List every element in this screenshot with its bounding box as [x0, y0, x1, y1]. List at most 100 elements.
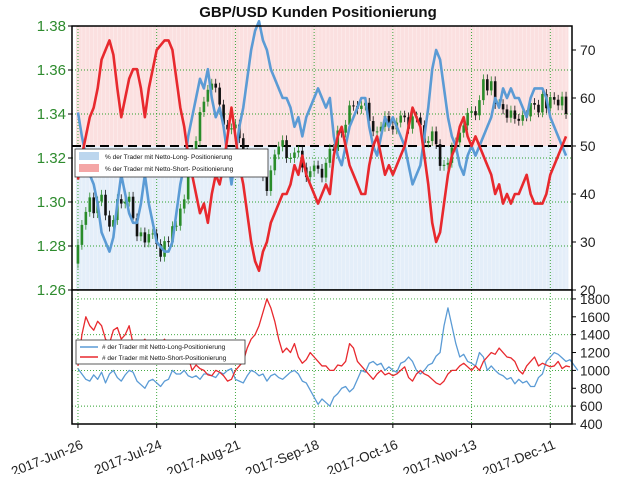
short-percent-band: [379, 26, 384, 146]
long-percent-band: [394, 146, 400, 290]
short-percent-band: [402, 26, 408, 146]
date-tick-label: 2017-Oct-16: [325, 437, 400, 474]
short-percent-band: [99, 26, 104, 146]
short-percent-band: [229, 26, 234, 146]
legend-label-long: % der Trader mit Netto-Long- Positionier…: [105, 154, 233, 161]
candle-body: [533, 103, 536, 105]
candle-body: [375, 131, 379, 133]
long-percent-band: [540, 146, 545, 290]
long-percent-band: [300, 146, 305, 290]
short-percent-band: [351, 26, 356, 146]
short-percent-band: [178, 26, 183, 146]
candle-body: [182, 199, 186, 209]
short-percent-band: [135, 26, 140, 146]
candle-body: [348, 105, 351, 125]
short-percent-band: [398, 26, 404, 146]
short-percent-band: [103, 26, 108, 146]
long-percent-band: [308, 146, 313, 290]
candle-body: [202, 101, 206, 113]
long-percent-band: [264, 146, 270, 290]
plot-frame: [71, 289, 573, 425]
candle-body: [104, 194, 107, 216]
candle-body: [324, 162, 328, 178]
long-percent-band: [296, 146, 301, 290]
long-percent-band: [418, 146, 423, 290]
candle-body: [112, 220, 115, 227]
short-percent-band: [127, 26, 132, 146]
candle-body: [163, 241, 166, 257]
candle-body: [293, 152, 296, 158]
long-percent-band: [284, 146, 289, 290]
candle-body: [281, 140, 284, 147]
long-percent-band: [383, 146, 388, 290]
short-percent-band: [394, 26, 400, 146]
long-percent-band: [339, 146, 345, 290]
candle-body: [100, 194, 103, 202]
candle-body: [194, 141, 198, 153]
candle-body: [84, 211, 88, 225]
short-percent-band: [170, 26, 175, 146]
long-percent-band: [331, 146, 337, 290]
trader-count-plot: 400 600 800 1000 1200 1400 1600 1800 2017-Jun-2…: [9, 289, 610, 479]
short-percent-band: [300, 26, 305, 146]
long-percent-band: [217, 146, 223, 290]
price-tick-label: 1.32: [37, 150, 66, 167]
long-percent-band: [402, 146, 408, 290]
candle-body: [186, 169, 190, 200]
short-percent-band: [221, 26, 226, 146]
count-tick-label: 1600: [580, 310, 610, 325]
long-percent-band: [225, 146, 230, 290]
long-percent-band: [194, 146, 199, 290]
long-percent-band: [170, 146, 175, 290]
long-percent-band: [162, 146, 167, 290]
candle-body: [509, 110, 513, 118]
long-percent-band: [123, 146, 128, 290]
short-percent-band: [438, 26, 443, 146]
candle-body: [241, 138, 245, 153]
candle-body: [175, 225, 178, 227]
long-percent-band: [260, 146, 266, 290]
percent-axis: 20 30 40 50 60 70: [572, 42, 596, 298]
short-percent-band: [343, 26, 348, 146]
candle-body: [426, 141, 430, 143]
long-percent-band: [272, 146, 278, 290]
short-percent-band: [363, 26, 368, 146]
candle-body: [403, 115, 406, 118]
candle-body: [505, 109, 509, 118]
short-percent-band: [198, 26, 203, 146]
candle-body: [399, 115, 403, 123]
candle-body: [222, 104, 225, 125]
long-percent-band: [237, 146, 242, 290]
long-percent-band: [564, 146, 569, 290]
short-percent-band: [383, 26, 388, 146]
short-percent-band: [142, 26, 148, 146]
long-percent-band: [87, 146, 93, 290]
short-percent-band: [119, 26, 124, 146]
long-percent-band: [209, 146, 215, 290]
long-percent-band: [253, 146, 258, 290]
candle-body: [379, 126, 383, 132]
candle-body: [119, 199, 123, 204]
short-percent-band: [414, 26, 419, 146]
long-percent-band: [528, 146, 533, 290]
short-percent-band: [457, 26, 463, 146]
short-percent-band: [465, 26, 470, 146]
candle-body: [131, 196, 135, 219]
short-percent-band: [296, 26, 301, 146]
candle-body: [489, 81, 493, 91]
long-percent-band: [457, 146, 463, 290]
long-percent-band: [497, 146, 502, 290]
short-percent-band: [532, 26, 537, 146]
candle-body: [556, 99, 560, 106]
short-percent-band: [544, 26, 549, 146]
count-tick-label: 1200: [580, 346, 610, 361]
long-percent-band: [229, 146, 234, 290]
short-percent-band: [375, 26, 380, 146]
short-percent-band: [304, 26, 309, 146]
short-percent-band: [359, 26, 364, 146]
long-percent-band: [268, 146, 274, 290]
short-percent-band: [162, 26, 167, 146]
candle-body: [312, 165, 316, 172]
long-percent-band: [442, 146, 447, 290]
candle-body: [108, 215, 111, 227]
